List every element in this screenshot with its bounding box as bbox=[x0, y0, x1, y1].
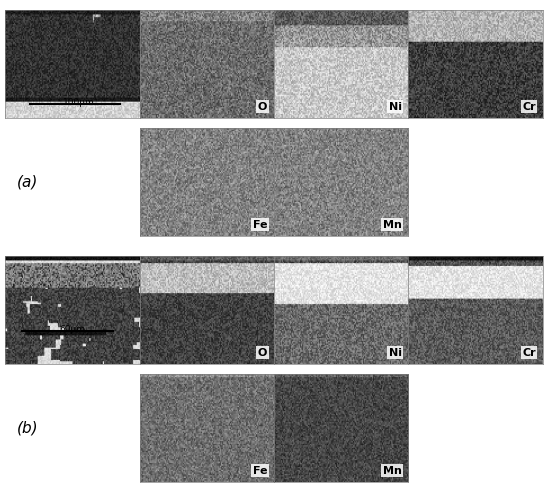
Text: Fe: Fe bbox=[253, 465, 267, 476]
Text: Mn: Mn bbox=[383, 465, 402, 476]
Text: Cr: Cr bbox=[522, 347, 536, 358]
Text: 100μm: 100μm bbox=[64, 98, 95, 107]
Text: O: O bbox=[258, 101, 267, 112]
Text: Ni: Ni bbox=[389, 101, 402, 112]
Text: Fe: Fe bbox=[253, 219, 267, 230]
Text: 60μm: 60μm bbox=[60, 325, 85, 334]
Text: Mn: Mn bbox=[383, 219, 402, 230]
Text: (b): (b) bbox=[16, 421, 38, 435]
Text: Ni: Ni bbox=[389, 347, 402, 358]
Text: O: O bbox=[258, 347, 267, 358]
Text: Cr: Cr bbox=[522, 101, 536, 112]
Text: (a): (a) bbox=[16, 175, 38, 189]
